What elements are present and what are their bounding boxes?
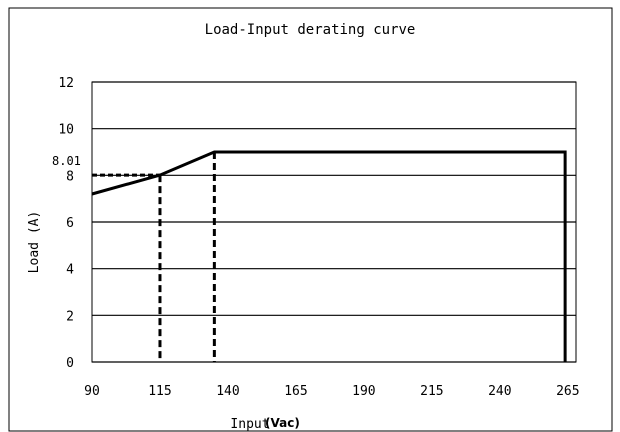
y-tick-label: 12	[58, 76, 74, 91]
y-tick-label: 4	[66, 263, 74, 278]
y-tick-labels: 0 2 4 6 8 10 12	[58, 76, 74, 371]
y-tick-label: 6	[66, 216, 74, 231]
x-axis-unit: (Vac)	[265, 416, 300, 430]
annotations: 8.01	[52, 154, 81, 168]
x-tick-label: 140	[216, 384, 239, 399]
x-tick-label: 165	[284, 384, 307, 399]
y-tick-label: 2	[66, 309, 74, 324]
x-tick-label: 265	[556, 384, 579, 399]
y-tick-label: 8	[66, 169, 74, 184]
chart-title: Load-Input derating curve	[205, 22, 416, 38]
x-tick-label: 190	[352, 384, 375, 399]
x-tick-label: 90	[84, 384, 100, 399]
dashed-guides	[92, 152, 216, 362]
plot-area-frame	[91, 81, 577, 363]
series-line	[91, 150, 567, 362]
x-tick-label: 215	[420, 384, 443, 399]
value-annotation: 8.01	[52, 154, 81, 168]
y-axis-label: Load (A)	[27, 211, 42, 274]
y-tick-label: 10	[58, 123, 74, 138]
x-tick-labels: 90 115 140 165 190 215 240 265	[84, 384, 579, 399]
series-lines	[91, 150, 567, 362]
outer-frame	[8, 7, 613, 432]
y-tick-label: 0	[66, 356, 74, 371]
x-tick-label: 240	[488, 384, 511, 399]
x-axis-label: Input	[230, 417, 269, 432]
x-tick-label: 115	[148, 384, 171, 399]
